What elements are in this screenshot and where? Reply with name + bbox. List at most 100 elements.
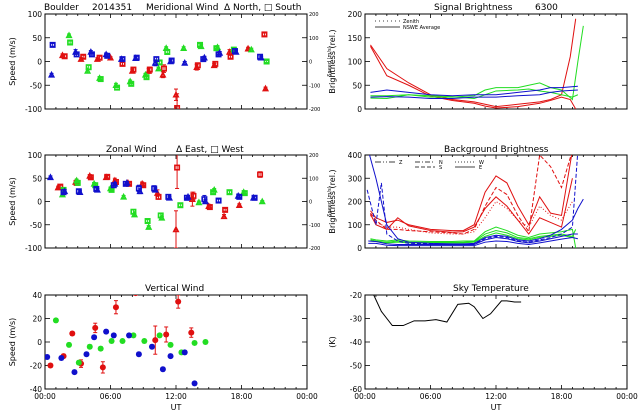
green-point <box>167 341 174 348</box>
vertical-ytick-label: 0 <box>37 338 42 347</box>
meridional-ytick-right-label: 0 <box>309 60 312 66</box>
skytemp-xlabel: UT <box>491 403 502 412</box>
green-b-line <box>370 88 579 100</box>
red-4-line <box>370 178 573 235</box>
legend-label: S <box>439 165 442 171</box>
signal-ytick-label: 100 <box>348 58 363 67</box>
green-square-point <box>156 59 163 66</box>
vertical-xlabel: UT <box>171 403 182 412</box>
zonal-ytick-right-label: -200 <box>309 246 320 252</box>
green-point <box>52 317 59 324</box>
green-square-point <box>114 84 121 91</box>
legend-label: N <box>439 160 443 166</box>
legend-label: E <box>479 165 482 171</box>
green-triangle-point <box>130 210 139 218</box>
red-square-point <box>104 173 111 180</box>
meridional-ylabel-right: Speed (m/s) <box>327 46 333 76</box>
legend-label: NSWE Average <box>403 25 440 31</box>
red-b-line <box>370 46 577 109</box>
green-point <box>141 338 148 345</box>
red-square-point <box>190 192 197 199</box>
green-square-point <box>177 202 184 209</box>
zonal-title: Zonal Wind <box>106 145 157 155</box>
vertical-ylabel: Speed (m/s) <box>8 318 17 367</box>
green-square-point <box>74 179 81 186</box>
background-title: Background Brightness <box>444 145 549 155</box>
vertical-ytick-label: 20 <box>32 315 42 324</box>
red-square-point <box>257 171 264 178</box>
skytemp-title: Sky Temperature <box>453 284 529 294</box>
blue-point <box>58 354 65 361</box>
meridional-ytick-label: -50 <box>30 81 42 90</box>
background-ytick-label: 300 <box>348 174 363 183</box>
blue-square-point <box>49 41 56 48</box>
background-plot-area <box>366 155 584 248</box>
green-triangle-point <box>155 64 163 72</box>
skytemp-xtick-label: 06:00 <box>420 392 442 401</box>
red-square-point <box>96 54 103 61</box>
red-square-point <box>206 204 213 211</box>
blue-triangle-point <box>48 70 56 78</box>
vertical-xtick-label: 06:00 <box>100 392 122 401</box>
zonal-legend: Δ East, □ West <box>176 145 244 155</box>
blue-triangle-point <box>151 59 159 66</box>
green-square-point <box>263 58 270 65</box>
zonal-ylabel: Speed (m/s) <box>8 177 17 226</box>
red-square-point <box>61 53 68 60</box>
signal-plot-area <box>370 18 584 109</box>
blue-a-line <box>370 85 578 97</box>
vertical-xtick-label: 00:00 <box>296 392 318 401</box>
blue-square-point <box>133 54 140 61</box>
skytemp-plot-area <box>373 295 522 327</box>
meridional-ytick-label: 0 <box>37 58 42 67</box>
blue-1-line <box>369 155 584 245</box>
red-square-point <box>80 53 87 60</box>
red-point <box>112 304 119 311</box>
blue-triangle-point <box>216 49 224 56</box>
background-ytick-label: 200 <box>348 198 363 207</box>
blue-point <box>159 366 166 373</box>
skytemp-ytick-label: -40 <box>350 338 362 347</box>
red-square-point <box>194 62 201 69</box>
legend-label: W <box>479 160 484 166</box>
red-square-point <box>155 193 162 200</box>
blue-triangle-point <box>46 173 54 181</box>
red-point <box>152 337 159 344</box>
green-point <box>108 338 115 345</box>
blue-point <box>103 328 110 335</box>
red-square-point <box>130 66 137 73</box>
signal-ytick-label: 200 <box>348 10 363 19</box>
red-triangle-point <box>244 44 252 52</box>
green-triangle-point <box>84 67 92 74</box>
red-triangle-point <box>220 212 228 220</box>
legend-label: Z <box>399 160 403 166</box>
red-triangle-point <box>159 70 167 78</box>
red-1-line <box>370 155 573 232</box>
green-triangle-point <box>258 197 266 205</box>
green-point <box>202 339 209 345</box>
vertical-title: Vertical Wind <box>145 284 204 294</box>
blue-4-line <box>368 237 578 247</box>
blue-square-point <box>168 57 175 64</box>
green-square-point <box>97 76 104 83</box>
background-ytick-label: 400 <box>348 151 363 160</box>
blue-triangle-point <box>136 187 144 195</box>
meridional-panel: 100 200 50 100 0 0 -50 -100 -100 -200 Speed (m/s) S… <box>8 10 333 114</box>
blue-square-point <box>236 193 243 200</box>
red-point <box>163 331 170 338</box>
red-square-point <box>87 174 94 181</box>
green-point <box>86 343 93 350</box>
green-triangle-point <box>195 198 203 206</box>
green-square-point <box>143 74 150 81</box>
skytemp-xtick-label: 18:00 <box>551 392 573 401</box>
green-square-point <box>241 190 248 197</box>
red-square-point <box>160 65 167 72</box>
legend-label: Zenith <box>403 19 419 25</box>
green-point <box>156 332 163 339</box>
meridional-ytick-label: 50 <box>32 34 42 43</box>
blue-triangle-point <box>181 59 189 66</box>
skytemp-xtick-label: 00:00 <box>616 392 638 401</box>
green-1-line <box>370 226 577 248</box>
blue-triangle-point <box>61 187 69 195</box>
signal-ytick-label: 150 <box>348 34 363 43</box>
